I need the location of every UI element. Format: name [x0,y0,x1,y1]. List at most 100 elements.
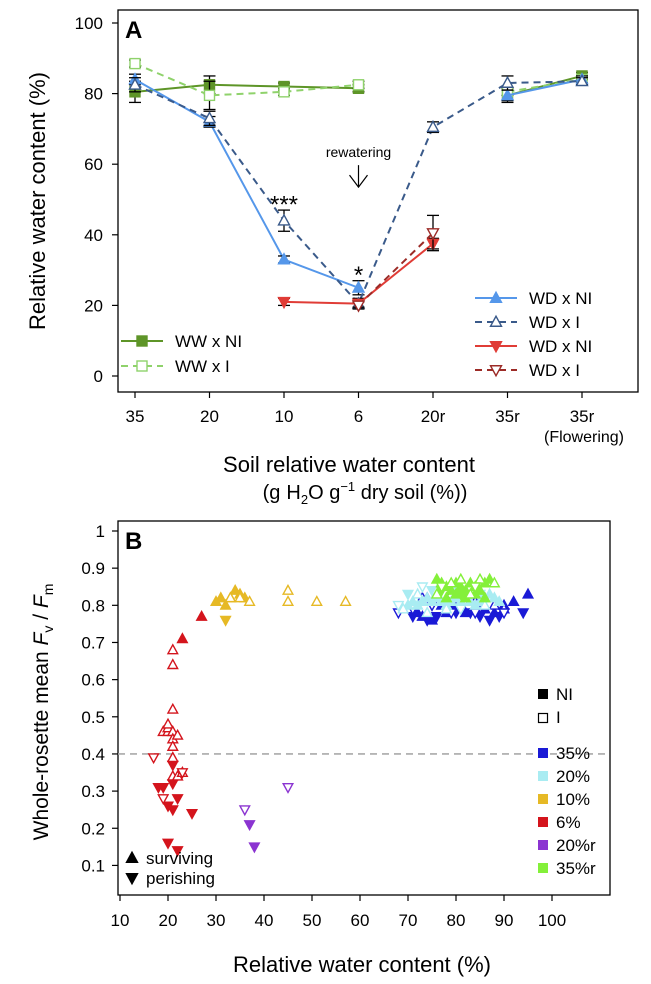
b-x-tick-label: 40 [255,911,274,930]
scatter-point [157,794,170,806]
legend-i-label: I [556,708,561,727]
legend-label: 35%r [556,859,596,878]
scatter-point [281,583,295,595]
data-point [129,57,141,70]
a-y-tick-label: 60 [84,155,103,174]
scatter-point [493,595,506,607]
scatter-point [445,576,458,588]
a-x-tick-label: 35 [126,407,145,426]
scatter-point [166,740,179,751]
scatter-point [411,587,424,599]
scatter-point [157,782,170,794]
scatter-point [166,779,179,791]
data-point [351,280,366,293]
legend-label: WD x I [529,313,580,332]
b-x-tick-label: 80 [447,911,466,930]
scatter-point [147,753,160,765]
scatter-point [483,615,496,627]
b-y-tick-label: 1 [96,522,105,541]
panel-b-frame [117,520,611,896]
a-x-tick-label: 20r [421,407,446,426]
scatter-point [521,587,535,599]
legend-label: 20%r [556,836,596,855]
series-ww-x-i-1 [129,57,588,111]
legend-marker [489,314,503,327]
legend-i-swatch [537,712,549,724]
legend-label: 20% [556,767,590,786]
scatter-point [171,794,184,806]
scatter-point [166,702,179,714]
a-x-tick-label: 35r [495,407,520,426]
legend-swatch [538,771,548,781]
scatter-point [507,595,520,607]
b-y-tick-label: 0.9 [81,559,105,578]
scatter-point [454,589,467,601]
panel-b: B Relative water content (%) Whole-roset… [30,520,611,977]
scatter-point [469,582,482,594]
legend-swatch [538,794,548,804]
a-x-tick-sublabel: (Flowering) [544,429,624,446]
data-point [203,89,216,102]
b-y-tick-label: 0.3 [81,782,105,801]
panel-a-x-axis-units: (g H2O g−1 dry soil (%)) [263,479,468,507]
panel-a-legend-wd: WD x NI WD x I WD x NI WD x I [475,289,592,380]
data-point [277,252,291,265]
b-x-tick-label: 100 [538,911,566,930]
significance-marker-triple: *** [270,192,298,219]
legend-entry: WD x NI [475,289,592,308]
scatter-point [171,846,184,858]
b-y-tick-label: 0.4 [81,745,105,764]
panel-a-legend-ww: WW x NI WW x I [121,332,242,376]
panel-a-annotations: *** * rewatering [270,144,391,289]
scatter-point [161,838,175,850]
scatter-point [401,589,415,601]
legend-ni-swatch [538,689,548,699]
legend-entry-6: 6% [538,813,581,832]
scatter-point [248,842,261,854]
legend-marker [136,335,148,347]
data-point [277,213,291,226]
b-x-tick-label: 30 [207,911,226,930]
series-wd-x-i-5 [351,214,440,313]
b-x-tick-label: 20 [159,911,178,930]
a-y-tick-label: 100 [75,14,103,33]
legend-label: WD x NI [529,337,592,356]
legend-ni-label: NI [556,685,573,704]
legend-marker [136,360,148,372]
b-x-tick-label: 10 [111,911,130,930]
b-x-tick-label: 90 [495,911,514,930]
scatter-point [233,591,247,603]
scatter-point [281,782,295,794]
legend-entry-35: 35% [538,744,590,763]
data-point [500,88,515,101]
series-line [357,232,434,307]
group-10 [209,583,352,627]
a-x-tick-label: 20 [200,407,219,426]
data-point [202,111,217,124]
scatter-point [397,602,410,614]
panel-a: A Relative water content (%) Soil relati… [25,9,639,507]
scatter-point [176,632,189,644]
legend-entry-20-r: 20%r [538,836,596,855]
legend-label: WW x I [175,357,230,376]
legend-label: 35% [556,744,590,763]
group-35-r [430,572,501,603]
scatter-point [310,595,323,607]
a-y-tick-label: 80 [84,85,103,104]
scatter-point [219,615,232,627]
data-point [278,86,290,98]
scatter-point [339,595,352,607]
data-point [575,74,589,87]
legend-entry: WD x I [475,361,580,380]
scatter-point [488,576,501,588]
legend-label: WD x I [529,361,580,380]
scatter-point [440,591,453,603]
b-y-tick-label: 0.8 [81,596,105,615]
scatter-point [214,591,227,603]
data-point [277,296,291,310]
panel-b-survival-key: surviving perishing [125,849,215,888]
legend-label: 6% [556,813,581,832]
key-surviving-label: surviving [146,849,213,868]
panel-b-axes: 10 20 30 40 50 60 70 80 90 100 0.1 0.2 0.3 0.4 0.5 0.6 0… [81,522,566,930]
scatter-point [392,600,405,612]
